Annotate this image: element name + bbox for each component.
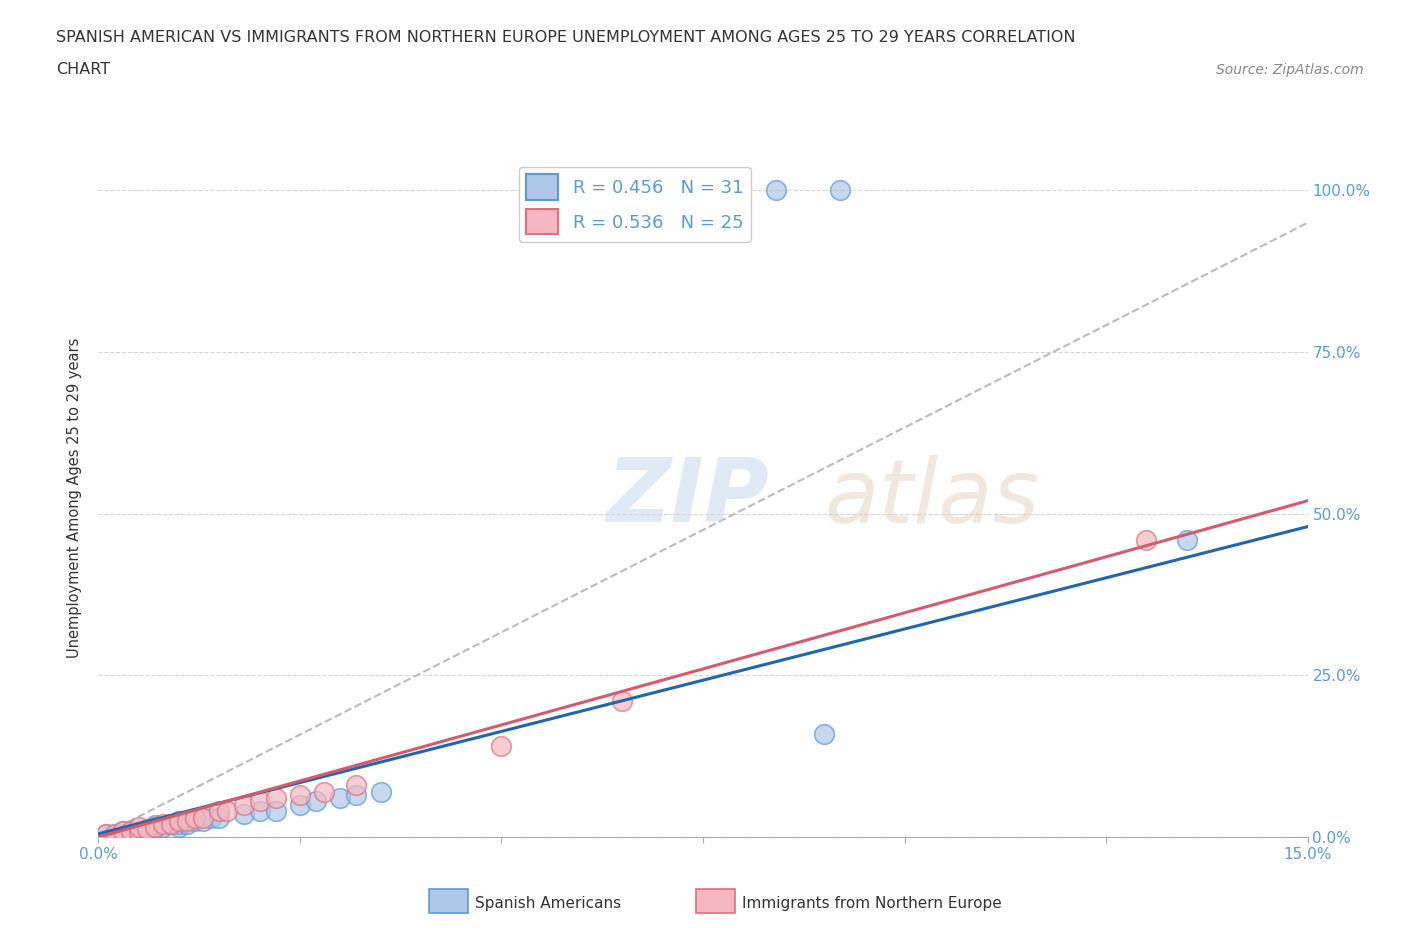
Point: [232, 807, 254, 822]
Point: [152, 817, 174, 831]
Y-axis label: Unemployment Among Ages 25 to 29 years: Unemployment Among Ages 25 to 29 years: [67, 338, 83, 658]
Point: [232, 797, 254, 812]
Point: [344, 788, 367, 803]
Point: [184, 814, 207, 829]
Point: [96, 827, 118, 842]
Point: [167, 814, 190, 829]
Point: [135, 822, 157, 837]
Point: [160, 817, 183, 831]
Point: [828, 183, 851, 198]
Point: [120, 823, 142, 838]
Point: [344, 777, 367, 792]
Point: [813, 726, 835, 741]
Text: SPANISH AMERICAN VS IMMIGRANTS FROM NORTHERN EUROPE UNEMPLOYMENT AMONG AGES 25 T: SPANISH AMERICAN VS IMMIGRANTS FROM NORT…: [56, 30, 1076, 45]
Text: Source: ZipAtlas.com: Source: ZipAtlas.com: [1216, 63, 1364, 77]
Point: [143, 820, 166, 835]
Point: [128, 820, 150, 835]
Point: [200, 810, 222, 825]
Point: [249, 804, 271, 818]
Point: [491, 739, 513, 754]
Point: [193, 810, 215, 825]
Text: ZIP: ZIP: [606, 454, 769, 541]
Text: atlas: atlas: [824, 455, 1039, 540]
Point: [184, 810, 207, 825]
Point: [1175, 532, 1198, 547]
Point: [167, 820, 190, 835]
Point: [314, 784, 336, 799]
Point: [103, 827, 125, 842]
Point: [128, 824, 150, 839]
Point: [305, 794, 328, 809]
Legend: R = 0.456   N = 31, R = 0.536   N = 25: R = 0.456 N = 31, R = 0.536 N = 25: [519, 167, 751, 242]
Point: [288, 788, 311, 803]
Point: [143, 820, 166, 835]
Point: [152, 820, 174, 835]
Text: Spanish Americans: Spanish Americans: [475, 897, 621, 911]
Point: [264, 790, 287, 805]
Point: [143, 817, 166, 832]
Point: [111, 823, 134, 838]
Point: [135, 822, 157, 837]
Point: [208, 810, 231, 825]
Point: [167, 814, 190, 829]
Point: [176, 814, 198, 829]
Point: [103, 827, 125, 842]
Point: [167, 817, 190, 831]
Point: [1135, 532, 1157, 547]
Point: [288, 797, 311, 812]
Point: [111, 823, 134, 838]
Point: [329, 790, 352, 805]
Point: [208, 804, 231, 818]
Point: [120, 827, 142, 842]
Point: [128, 823, 150, 838]
Point: [96, 827, 118, 842]
Point: [111, 827, 134, 842]
Point: [370, 784, 392, 799]
Point: [612, 694, 634, 709]
Text: CHART: CHART: [56, 62, 110, 77]
Point: [249, 794, 271, 809]
Point: [176, 817, 198, 831]
Point: [264, 804, 287, 818]
Point: [217, 804, 239, 818]
Point: [128, 824, 150, 839]
Text: Immigrants from Northern Europe: Immigrants from Northern Europe: [742, 897, 1002, 911]
Point: [193, 814, 215, 829]
Point: [135, 823, 157, 838]
Point: [160, 817, 183, 831]
Point: [765, 183, 787, 198]
